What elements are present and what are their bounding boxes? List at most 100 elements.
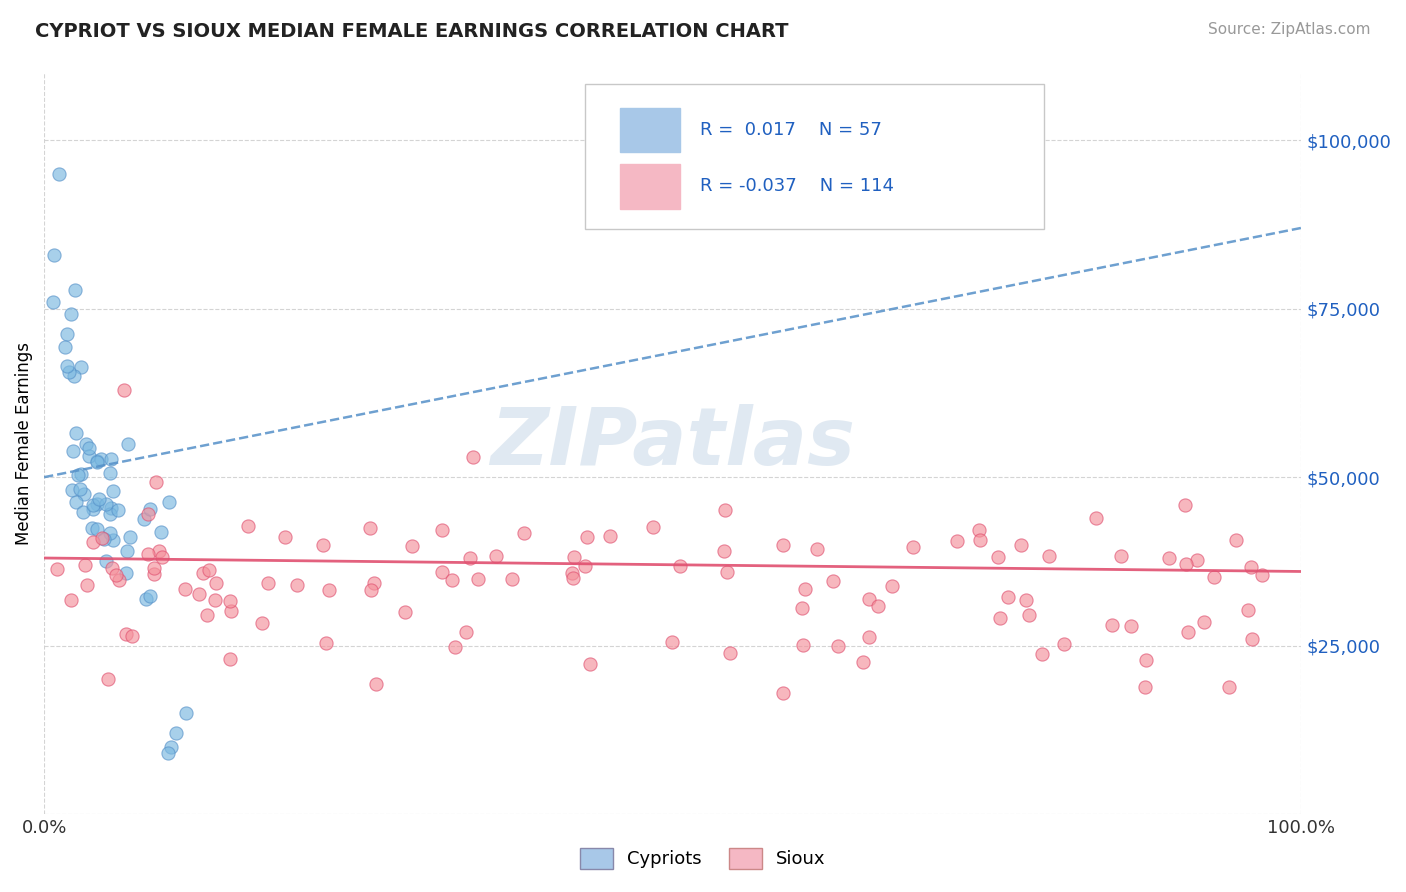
- Point: [91, 532, 114, 546]
- Point: [69, 482, 91, 496]
- Point: [1218, 680, 1240, 694]
- Point: [250, 616, 273, 631]
- Point: [772, 538, 794, 552]
- Point: [118, 531, 141, 545]
- Point: [1240, 560, 1263, 574]
- Legend: Cypriots, Sioux: Cypriots, Sioux: [574, 840, 832, 876]
- Point: [42, 248, 65, 262]
- Point: [107, 503, 129, 517]
- Point: [430, 565, 453, 579]
- Point: [82, 498, 104, 512]
- Point: [463, 450, 485, 464]
- Point: [1084, 511, 1107, 525]
- Point: [187, 587, 209, 601]
- Point: [718, 646, 741, 660]
- Point: [561, 571, 583, 585]
- Point: [73, 558, 96, 572]
- Point: [967, 524, 990, 538]
- Point: [1192, 615, 1215, 630]
- Point: [63, 283, 86, 297]
- Point: [945, 534, 967, 549]
- Point: [48, 167, 70, 181]
- Point: [66, 467, 89, 482]
- Point: [96, 497, 118, 511]
- Point: [444, 640, 467, 654]
- Point: [100, 467, 122, 481]
- Point: [55, 359, 77, 374]
- Point: [1031, 647, 1053, 661]
- Point: [1101, 618, 1123, 632]
- Point: [790, 601, 813, 615]
- Y-axis label: Median Female Earnings: Median Female Earnings: [15, 342, 32, 545]
- Point: [772, 686, 794, 700]
- Point: [93, 532, 115, 546]
- Point: [868, 599, 890, 613]
- Point: [82, 521, 104, 535]
- Point: [139, 589, 162, 603]
- Point: [806, 541, 828, 556]
- Text: CYPRIOT VS SIOUX MEDIAN FEMALE EARNINGS CORRELATION CHART: CYPRIOT VS SIOUX MEDIAN FEMALE EARNINGS …: [35, 22, 789, 41]
- Point: [97, 673, 120, 687]
- Point: [101, 561, 124, 575]
- Point: [219, 604, 242, 618]
- Point: [205, 576, 228, 591]
- Point: [716, 565, 738, 579]
- Point: [86, 454, 108, 468]
- Point: [562, 550, 585, 565]
- Point: [852, 655, 875, 669]
- Point: [827, 639, 849, 653]
- Point: [858, 591, 880, 606]
- Bar: [620, 108, 681, 153]
- Point: [312, 538, 335, 552]
- Point: [100, 507, 122, 521]
- Point: [997, 590, 1019, 604]
- Point: [59, 307, 82, 321]
- Text: R = -0.037    N = 114: R = -0.037 N = 114: [700, 178, 894, 195]
- Point: [82, 502, 104, 516]
- Point: [98, 525, 121, 540]
- Point: [1133, 680, 1156, 694]
- Point: [359, 521, 381, 535]
- Point: [105, 568, 128, 582]
- Point: [72, 505, 94, 519]
- Point: [858, 630, 880, 644]
- Point: [82, 534, 104, 549]
- Point: [1119, 619, 1142, 633]
- Point: [1225, 533, 1247, 547]
- Point: [576, 530, 599, 544]
- Point: [145, 475, 167, 489]
- Text: ZIPatlas: ZIPatlas: [491, 404, 855, 483]
- Point: [108, 573, 131, 587]
- Point: [75, 437, 97, 451]
- Point: [132, 512, 155, 526]
- Point: [467, 572, 489, 586]
- Point: [579, 657, 602, 672]
- Point: [86, 522, 108, 536]
- Point: [195, 608, 218, 623]
- Point: [988, 611, 1011, 625]
- Point: [501, 573, 523, 587]
- Point: [669, 559, 692, 574]
- Point: [274, 530, 297, 544]
- Point: [440, 574, 463, 588]
- Point: [360, 582, 382, 597]
- Point: [1250, 567, 1272, 582]
- Point: [174, 706, 197, 720]
- Point: [1241, 632, 1264, 646]
- Point: [401, 539, 423, 553]
- Point: [1174, 498, 1197, 512]
- Point: [56, 327, 79, 342]
- Point: [70, 467, 93, 482]
- Point: [1038, 549, 1060, 563]
- Point: [987, 549, 1010, 564]
- Point: [880, 579, 903, 593]
- Point: [157, 495, 180, 509]
- Point: [100, 452, 122, 467]
- Point: [574, 558, 596, 573]
- Point: [641, 519, 664, 533]
- Point: [1177, 625, 1199, 640]
- Point: [87, 491, 110, 506]
- Point: [1111, 549, 1133, 563]
- Point: [136, 507, 159, 521]
- Point: [117, 437, 139, 451]
